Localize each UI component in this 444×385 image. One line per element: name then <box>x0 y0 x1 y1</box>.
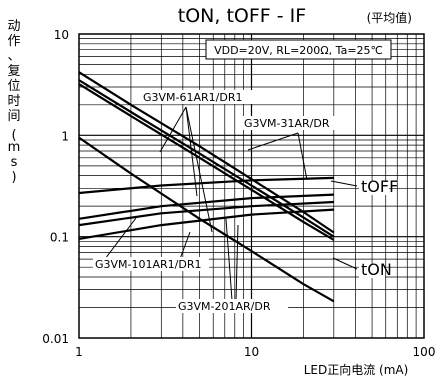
leader-line <box>330 180 358 187</box>
series-line <box>78 208 334 240</box>
plot-frame <box>78 33 425 339</box>
label-g3vm-31ar-dr: G3VM-31AR/DR <box>244 117 330 130</box>
label-toff: tOFF <box>361 177 398 196</box>
y-label-char: m <box>8 140 21 155</box>
leader-line <box>104 217 137 260</box>
y-label-char: 间 <box>7 109 20 124</box>
y-label-char: 动 <box>7 19 20 34</box>
series-line <box>78 200 334 227</box>
leader-line <box>332 257 358 270</box>
y-tick-label: 0.1 <box>50 231 69 245</box>
label-g3vm-61ar1-dr1: G3VM-61AR1/DR1 <box>143 91 243 104</box>
y-tick-label: 1 <box>61 129 69 143</box>
series-group <box>78 71 335 303</box>
leader-line <box>235 224 239 301</box>
y-tick-label: 10 <box>54 28 69 42</box>
leader-line <box>225 218 233 301</box>
x-tick-label: 10 <box>244 345 259 359</box>
label-g3vm-101ar1-dr1-bg <box>93 257 209 271</box>
series-line <box>78 71 335 234</box>
leader-line <box>297 132 308 181</box>
series-line <box>78 193 334 220</box>
y-label-char: 作 <box>7 34 20 49</box>
label-ton-bg <box>359 264 385 278</box>
label-g3vm-61ar1-dr1-bg <box>141 90 259 104</box>
label-g3vm-201ar-dr: G3VM-201AR/DR <box>178 300 271 313</box>
x-axis-label: LED正向电流 (mA) <box>304 362 409 377</box>
y-label-char: s <box>11 155 18 170</box>
leader-line <box>159 106 187 153</box>
series-line <box>78 136 335 303</box>
chart-title: tON, tOFF - IF <box>178 5 306 27</box>
leader-line <box>247 132 299 151</box>
tick-labels: 1 10 100 0.01 0.1 1 10 <box>42 28 435 359</box>
label-ton: tON <box>361 260 392 279</box>
series-line <box>78 176 334 195</box>
label-g3vm-201ar-dr-bg <box>176 299 288 313</box>
y-label-char: 位 <box>7 79 20 94</box>
label-g3vm-31ar-dr-bg <box>242 116 354 130</box>
y-label-char: 时 <box>7 94 20 109</box>
x-tick-label: 1 <box>75 345 83 359</box>
y-label-char: ( <box>11 128 16 143</box>
x-tick-label: 100 <box>413 345 436 359</box>
leader-line <box>185 106 213 233</box>
leader-line <box>185 106 198 197</box>
series-line <box>78 83 335 241</box>
series-line <box>78 79 335 238</box>
label-toff-bg <box>359 181 389 195</box>
y-label-char: 、 <box>7 49 20 64</box>
y-tick-label: 0.01 <box>42 332 69 346</box>
y-label-char: ) <box>11 170 16 185</box>
conditions-text: VDD=20V, RL=200Ω, Ta=25℃ <box>214 44 383 57</box>
average-note: (平均值) <box>367 10 412 25</box>
label-g3vm-101ar1-dr1: G3VM-101AR1/DR1 <box>95 258 202 271</box>
conditions-box <box>205 39 392 60</box>
y-label-char: 复 <box>7 64 20 79</box>
leader-line <box>179 231 191 260</box>
